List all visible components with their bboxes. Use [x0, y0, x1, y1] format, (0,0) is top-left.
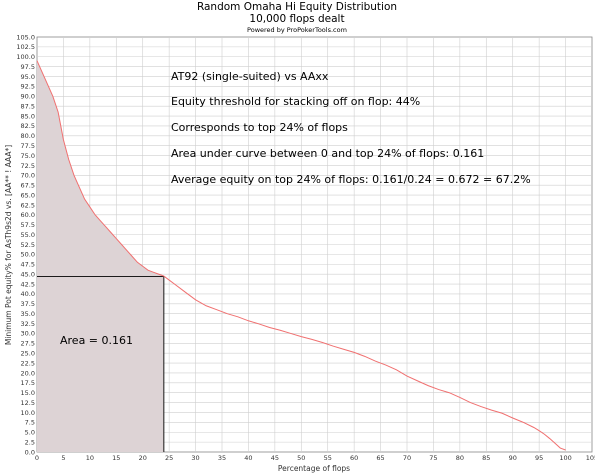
x-tick-label: 30: [191, 454, 199, 462]
annotation-line-5: Average equity on top 24% of flops: 0.16…: [171, 173, 531, 186]
y-tick-label: 2.5: [25, 438, 35, 446]
x-tick-label: 80: [456, 454, 464, 462]
x-tick-label: 25: [165, 454, 173, 462]
y-tick-label: 10.0: [21, 409, 35, 417]
x-tick-label: 95: [535, 454, 543, 462]
y-tick-label: 20.0: [21, 369, 35, 377]
y-tick-label: 25.0: [21, 349, 35, 357]
x-tick-label: 15: [112, 454, 120, 462]
y-tick-label: 80.0: [21, 132, 35, 140]
y-tick-label: 47.5: [21, 261, 35, 269]
y-tick-label: 92.5: [21, 83, 35, 91]
chart-subtitle: 10,000 flops dealt: [249, 13, 344, 25]
x-tick-label: 60: [350, 454, 358, 462]
x-tick-label: 70: [403, 454, 411, 462]
y-tick-label: 15.0: [21, 389, 35, 397]
y-tick-label: 85.0: [21, 112, 35, 120]
y-tick-label: 72.5: [21, 162, 35, 170]
tick-labels: 0 5 10 15 20 25 30 35 40 45 50 55 60 65 70 75 80 85 90 95 10…: [16, 33, 595, 462]
y-tick-label: 0.0: [25, 448, 35, 456]
chart-credit: Powered by ProPokerTools.com: [247, 26, 347, 34]
y-tick-label: 52.5: [21, 241, 35, 249]
y-tick-label: 70.0: [21, 172, 35, 180]
y-tick-label: 50.0: [21, 251, 35, 259]
plot-area: 0 5 10 15 20 25 30 35 40 45 50 55 60 65 70 75 80 85 90 95 10…: [16, 33, 595, 462]
x-tick-label: 20: [139, 454, 147, 462]
y-tick-label: 100.0: [16, 53, 35, 61]
y-tick-label: 37.5: [21, 300, 35, 308]
y-tick-label: 102.5: [16, 43, 35, 51]
y-tick-label: 90.0: [21, 93, 35, 101]
y-tick-label: 97.5: [21, 63, 35, 71]
y-axis-label: Minimum Pot equity% for AsTh9s2d vs. [AA…: [4, 145, 13, 345]
x-tick-label: 45: [271, 454, 279, 462]
y-tick-label: 12.5: [21, 399, 35, 407]
annotation-line-2: Equity threshold for stacking off on flo…: [171, 95, 420, 108]
shaded-area-group: [37, 60, 165, 452]
y-tick-label: 75.0: [21, 152, 35, 160]
y-tick-label: 35.0: [21, 310, 35, 318]
x-tick-label: 50: [297, 454, 305, 462]
annotation-line-3: Corresponds to top 24% of flops: [171, 121, 348, 134]
y-tick-label: 60.0: [21, 211, 35, 219]
y-tick-label: 7.5: [25, 419, 35, 427]
series-line-group: [36, 60, 566, 451]
y-tick-label: 105.0: [16, 33, 35, 41]
x-tick-label: 55: [324, 454, 332, 462]
equity-curve-line: [36, 60, 566, 451]
x-tick-label: 65: [376, 454, 384, 462]
y-tick-label: 62.5: [21, 201, 35, 209]
y-tick-label: 40.0: [21, 290, 35, 298]
x-tick-label: 105: [586, 454, 595, 462]
x-tick-label: 85: [482, 454, 490, 462]
y-tick-label: 22.5: [21, 359, 35, 367]
x-tick-label: 10: [86, 454, 94, 462]
y-tick-label: 95.0: [21, 73, 35, 81]
y-tick-label: 5.0: [25, 429, 35, 437]
x-tick-label: 0: [35, 454, 39, 462]
x-tick-label: 40: [244, 454, 252, 462]
y-tick-label: 77.5: [21, 142, 35, 150]
annotation-line-4: Area under curve between 0 and top 24% o…: [171, 147, 484, 160]
x-tick-label: 100: [559, 454, 571, 462]
annotation-block: AT92 (single-suited) vs AAxx Equity thre…: [171, 70, 531, 186]
y-tick-label: 45.0: [21, 270, 35, 278]
y-tick-label: 82.5: [21, 122, 35, 130]
y-tick-label: 67.5: [21, 182, 35, 190]
x-tick-label: 90: [509, 454, 517, 462]
x-tick-label: 35: [218, 454, 226, 462]
y-tick-label: 30.0: [21, 330, 35, 338]
annotation-line-1: AT92 (single-suited) vs AAxx: [171, 70, 329, 83]
y-tick-label: 87.5: [21, 102, 35, 110]
y-tick-label: 42.5: [21, 280, 35, 288]
y-tick-label: 32.5: [21, 320, 35, 328]
x-tick-label: 75: [429, 454, 437, 462]
chart-title: Random Omaha Hi Equity Distribution: [197, 1, 397, 13]
shaded-area: [37, 60, 164, 452]
y-tick-label: 55.0: [21, 231, 35, 239]
area-label: Area = 0.161: [60, 334, 133, 347]
x-tick-label: 5: [61, 454, 65, 462]
y-tick-label: 17.5: [21, 379, 35, 387]
x-axis-label: Percentage of flops: [278, 464, 350, 473]
y-tick-label: 65.0: [21, 191, 35, 199]
y-tick-label: 57.5: [21, 221, 35, 229]
y-tick-label: 27.5: [21, 340, 35, 348]
